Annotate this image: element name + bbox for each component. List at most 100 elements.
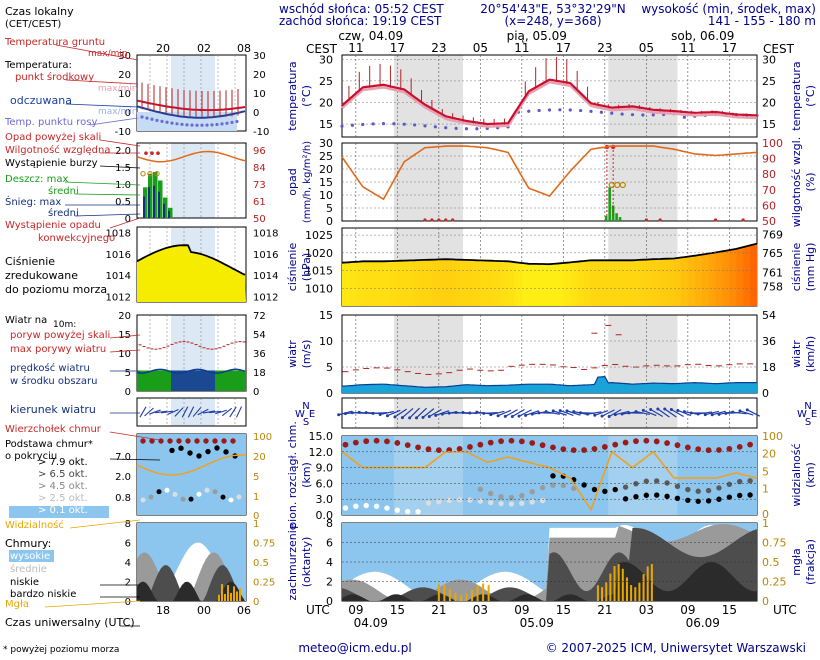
coordinates-text: 20°54'43"E, 53°32'29"N (480, 2, 625, 16)
dew-point-dot (620, 112, 624, 116)
legend-cloud-top-dot (140, 438, 146, 444)
legend-dew-dot (235, 119, 239, 124)
cloud-base-dot (539, 484, 546, 491)
cloud-base-dot (622, 496, 629, 502)
legend-direction-arrow (229, 406, 237, 418)
cloud-base-dot (726, 481, 733, 488)
utc-label-left: UTC (306, 603, 330, 617)
legend-direction-arrow (139, 406, 147, 418)
legend-storm-dot (150, 151, 154, 156)
wind-direction-arrow (545, 411, 560, 415)
legend-label: poryw powyżej skali (10, 330, 110, 341)
dew-point-dot (682, 115, 686, 119)
cloud-base-dot (425, 500, 432, 506)
sunset-text: zachód słońca: 19:19 CEST (279, 14, 442, 28)
fog-bar (465, 593, 468, 601)
day-label-bottom: 05.09 (520, 616, 554, 630)
wind-arrow-head (544, 410, 548, 414)
cloud-night-band (608, 436, 678, 515)
dew-point-dot (547, 108, 552, 112)
legend-temp-tick: -10 (115, 127, 131, 138)
legend-label: kierunek wiatru (10, 403, 96, 416)
legend-rain-bar (168, 207, 173, 218)
dew-point-dot (527, 109, 531, 113)
pressure-fill-band (521, 263, 530, 306)
cloud-top-dot (384, 438, 390, 445)
wind-direction-arrow (732, 411, 747, 415)
legend-label: prędkość wiatru (10, 362, 90, 374)
wind-arrow-head (724, 411, 728, 415)
trace-precip-dot (430, 218, 434, 222)
hour-label-top: 05 (473, 41, 488, 55)
wind-arrow-head (738, 409, 742, 413)
fog-bar (471, 589, 474, 601)
dew-point-dot (371, 122, 375, 126)
wind-arrow-head (343, 412, 347, 416)
cloud-top-dot (550, 444, 556, 451)
pressure-tick-right: 765 (762, 247, 783, 260)
hour-label-bottom: 09 (514, 603, 529, 617)
legend-humidity-line (136, 150, 246, 163)
fog-bar (596, 585, 599, 601)
cloud-top-dot (726, 445, 733, 452)
wind-direction-arrow (422, 408, 435, 418)
cloud-base-dot (488, 499, 494, 506)
legend-rain-bar (163, 197, 168, 218)
wind-arrow-head (689, 411, 693, 415)
legend-cloud-base-dot (228, 497, 234, 503)
dew-point-dot (589, 109, 593, 113)
cloud-base-dot (550, 482, 556, 488)
copyright-text: © 2007-2025 ICM, Uniwersytet Warszawski (546, 641, 806, 655)
dew-point-dot (630, 113, 635, 117)
cloud-base-dot (654, 492, 660, 498)
legend-direction-arrow (149, 409, 161, 415)
email-link[interactable]: meteo@icm.edu.pl (298, 641, 411, 655)
pressure-unit-right: (mm Hg) (804, 243, 817, 292)
precip-tick-left: 30 (319, 137, 333, 150)
legend-pressure-tick: 1016 (106, 250, 131, 261)
cloudcover-tick-left: 0 (326, 595, 333, 608)
day-label-top: sob, 06.09 (671, 29, 734, 43)
cloud-top-dot (508, 437, 515, 444)
hour-label-top: 17 (722, 41, 737, 55)
legend-label: średni (48, 207, 79, 219)
fog-bar (476, 585, 479, 601)
wind-tick-right: 54 (762, 309, 776, 322)
footnote: * powyżej poziomu morza (3, 645, 119, 655)
legend-label: niskie (10, 577, 39, 588)
wind-direction-arrow (587, 411, 602, 415)
cloud-tick-left: 3.0 (316, 493, 334, 506)
cloud-top-dot (394, 440, 401, 446)
legend-dew-dot (230, 120, 234, 124)
cloud-top-dot (425, 446, 432, 453)
very-low-cloud-area (342, 562, 757, 601)
fog-bar (642, 574, 645, 601)
dew-point-dot (433, 125, 437, 129)
visibility-unit-right: (km) (804, 462, 817, 488)
pressure-fill-band (528, 263, 537, 306)
temp-tick-right: 15 (762, 118, 776, 131)
wind-arrow-head (572, 410, 576, 414)
legend-rain-bar (148, 173, 153, 218)
legend-dew-dot (165, 120, 169, 124)
humidity-tick-right: 80 (762, 168, 776, 181)
cloud-base-dot (394, 507, 401, 513)
wind-arrow-head (378, 412, 382, 416)
cloud-base-dot (508, 494, 515, 501)
cloud-base-dot (685, 486, 691, 493)
cloud-top-dot (633, 438, 639, 445)
legend-fog-bar (224, 594, 226, 601)
wind-direction-arrow (657, 408, 670, 418)
wind-arrow-head (745, 408, 749, 412)
dew-point-dot (350, 123, 354, 127)
cloud-top-dot (601, 444, 608, 450)
cloud-base-dot (664, 480, 670, 486)
pressure-fill-band (701, 254, 710, 306)
wind-arrow-head (454, 410, 458, 414)
legend-label: max/min (88, 49, 128, 59)
legend-cc-tick: 0 (125, 597, 131, 608)
legend-label: do poziomu morza (5, 283, 107, 296)
cloud-top-dot (456, 445, 463, 452)
pressure-fill-band (687, 256, 696, 306)
legend-rain-bar (153, 171, 158, 218)
